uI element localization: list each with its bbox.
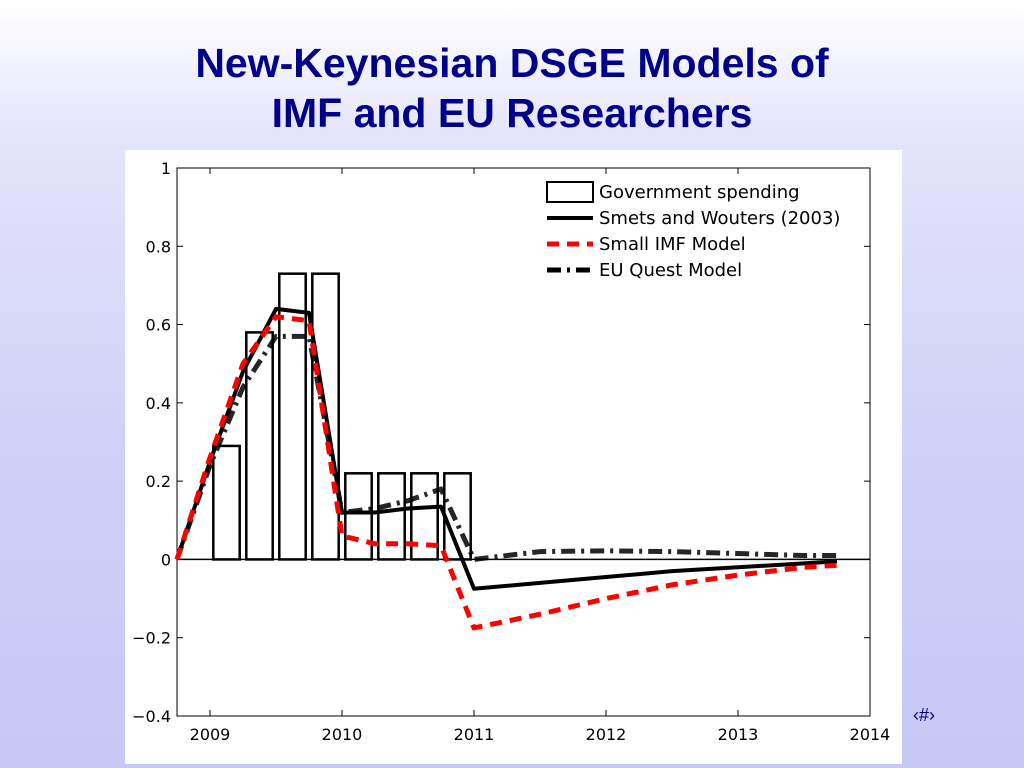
y-tick-label: 0.2 bbox=[146, 472, 171, 491]
bar-government-spending bbox=[278, 272, 307, 561]
y-tick-label: 0.8 bbox=[146, 237, 171, 256]
bar-government-spending bbox=[410, 472, 439, 561]
y-tick-label: −0.4 bbox=[132, 707, 171, 726]
y-tick-label: 0.4 bbox=[146, 394, 171, 413]
slide-title-line-1: New-Keynesian DSGE Models of bbox=[195, 40, 829, 86]
slide-title: New-Keynesian DSGE Models of IMF and EU … bbox=[0, 38, 1024, 138]
series-line-smets-and-wouters-2003 bbox=[175, 306, 838, 591]
legend-label: EU Quest Model bbox=[599, 260, 742, 281]
legend-swatch-bar bbox=[546, 181, 594, 203]
slide-number: ‹#› bbox=[913, 705, 935, 725]
x-tick-label: 2014 bbox=[850, 725, 891, 744]
plot-frame bbox=[176, 167, 871, 717]
series-line-small-imf-model bbox=[174, 314, 838, 631]
y-tick-label: −0.2 bbox=[132, 629, 171, 648]
legend-label: Small IMF Model bbox=[599, 234, 746, 255]
y-tick-label: 1 bbox=[161, 159, 171, 178]
dsge-chart: −0.4 −0.2 0 0.2 0.4 0.6 0.8 1 2009 2010 2011 2012 20… bbox=[132, 159, 891, 744]
legend-label: Smets and Wouters (2003) bbox=[599, 208, 840, 229]
y-tick-label: 0.6 bbox=[146, 316, 171, 335]
slide-title-line-2: IMF and EU Researchers bbox=[271, 90, 753, 136]
x-tick-label: 2010 bbox=[322, 725, 363, 744]
x-tick-label: 2012 bbox=[586, 725, 627, 744]
chart-panel: −0.4 −0.2 0 0.2 0.4 0.6 0.8 1 2009 2010 2011 2012 20… bbox=[125, 150, 902, 764]
bar-government-spending bbox=[212, 444, 241, 561]
y-tick-label: 0 bbox=[161, 550, 171, 569]
legend-label: Government spending bbox=[599, 182, 800, 203]
x-tick-label: 2013 bbox=[718, 725, 759, 744]
bar-government-spending bbox=[344, 472, 373, 561]
bar-government-spending bbox=[245, 331, 274, 561]
bar-government-spending bbox=[311, 272, 340, 561]
x-tick-label: 2009 bbox=[190, 725, 231, 744]
series-line-eu-quest-model bbox=[174, 333, 837, 562]
x-tick-label: 2011 bbox=[454, 725, 495, 744]
bar-government-spending bbox=[377, 472, 406, 561]
